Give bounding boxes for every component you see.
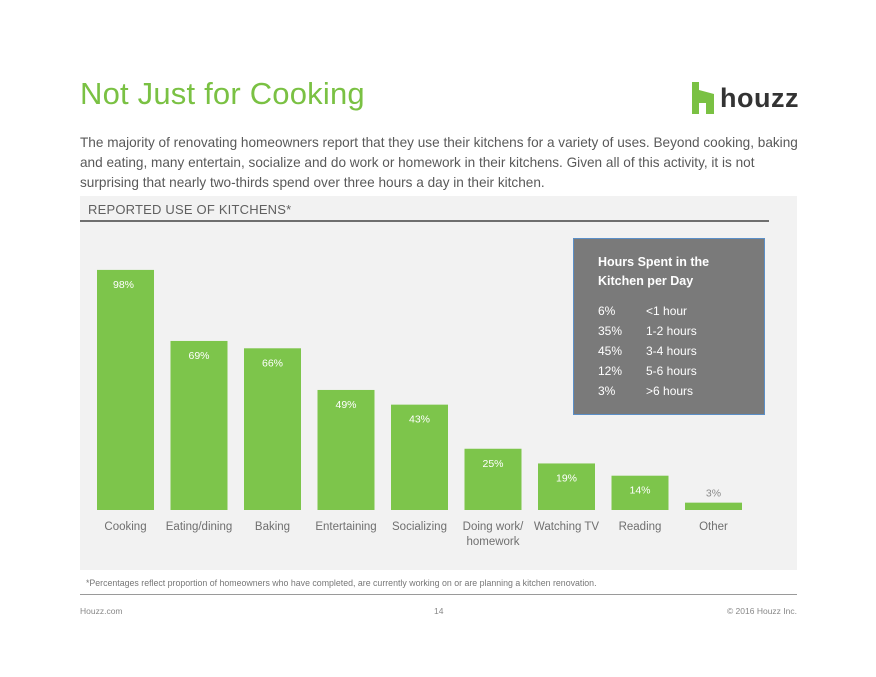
hours-row: 12% 5-6 hours bbox=[598, 361, 764, 381]
hours-row-label: 3-4 hours bbox=[646, 344, 697, 358]
bar-value-label: 14% bbox=[629, 485, 650, 497]
hours-spent-box: Hours Spent in the Kitchen per Day 6% <1… bbox=[573, 238, 765, 415]
hours-row-label: 5-6 hours bbox=[646, 364, 697, 378]
hours-row: 6% <1 hour bbox=[598, 301, 764, 321]
category-label: Baking bbox=[255, 521, 290, 533]
bar-value-label: 43% bbox=[409, 414, 430, 426]
category-label: Cooking bbox=[104, 521, 146, 533]
category-label: Entertaining bbox=[315, 521, 376, 533]
logo-text: houzz bbox=[720, 82, 799, 113]
bar-cooking bbox=[97, 269, 154, 510]
houzz-h-icon bbox=[692, 82, 714, 114]
footer-divider bbox=[80, 594, 797, 595]
bar-doing-work-homework bbox=[464, 448, 522, 510]
bar-value-label: 66% bbox=[262, 357, 283, 369]
hours-row: 45% 3-4 hours bbox=[598, 341, 764, 361]
hours-list: 6% <1 hour 35% 1-2 hours 45% 3-4 hours 1… bbox=[598, 301, 764, 401]
bar-value-label: 3% bbox=[706, 488, 721, 500]
bar-value-label: 49% bbox=[335, 399, 356, 411]
hours-row-pct: 6% bbox=[598, 304, 616, 318]
hours-box-title: Hours Spent in the Kitchen per Day bbox=[598, 255, 710, 288]
bar-value-label: 98% bbox=[113, 279, 134, 291]
bar-reading bbox=[611, 475, 669, 510]
page-title: Not Just for Cooking bbox=[80, 76, 365, 111]
footer-site: Houzz.com bbox=[80, 606, 123, 616]
chart-title: REPORTED USE OF KITCHENS* bbox=[88, 202, 292, 217]
hours-row-pct: 35% bbox=[598, 324, 623, 338]
bar-value-label: 19% bbox=[556, 472, 577, 484]
footnote: *Percentages reflect proportion of homeo… bbox=[86, 578, 597, 588]
bar-value-label: 25% bbox=[482, 458, 503, 470]
category-label: Reading bbox=[619, 521, 662, 533]
bar-socializing bbox=[391, 404, 448, 510]
hours-row-pct: 12% bbox=[598, 364, 623, 378]
bar-other bbox=[685, 502, 742, 510]
hours-row-label: <1 hour bbox=[646, 304, 688, 318]
category-label: Doing work/ bbox=[463, 521, 525, 533]
footer-copyright: © 2016 Houzz Inc. bbox=[726, 606, 797, 616]
bar-entertaining bbox=[317, 389, 375, 510]
hours-row: 35% 1-2 hours bbox=[598, 321, 764, 341]
houzz-logo: houzz bbox=[692, 82, 799, 114]
section-divider bbox=[80, 220, 769, 222]
category-label: Watching TV bbox=[534, 521, 600, 533]
category-label: Eating/dining bbox=[166, 521, 233, 533]
hours-row: 3% >6 hours bbox=[598, 381, 764, 401]
bar-baking bbox=[244, 348, 301, 510]
category-label: Socializing bbox=[392, 521, 447, 533]
category-label: homework bbox=[466, 536, 519, 548]
hours-row-label: >6 hours bbox=[646, 384, 694, 398]
bar-value-label: 69% bbox=[188, 350, 209, 362]
kitchen-use-bar-chart: 98% Cooking 69% Eating/dining 66% Baking 49% En… bbox=[97, 269, 742, 548]
bar-eating-dining bbox=[170, 340, 228, 510]
hours-row-pct: 45% bbox=[598, 344, 623, 358]
hours-row-pct: 3% bbox=[598, 384, 616, 398]
hours-row-label: 1-2 hours bbox=[646, 324, 697, 338]
page-number: 14 bbox=[434, 606, 444, 616]
intro-paragraph: The majority of renovating homeowners re… bbox=[80, 135, 798, 190]
category-label: Other bbox=[699, 521, 728, 533]
bar-watching-tv bbox=[538, 463, 595, 510]
